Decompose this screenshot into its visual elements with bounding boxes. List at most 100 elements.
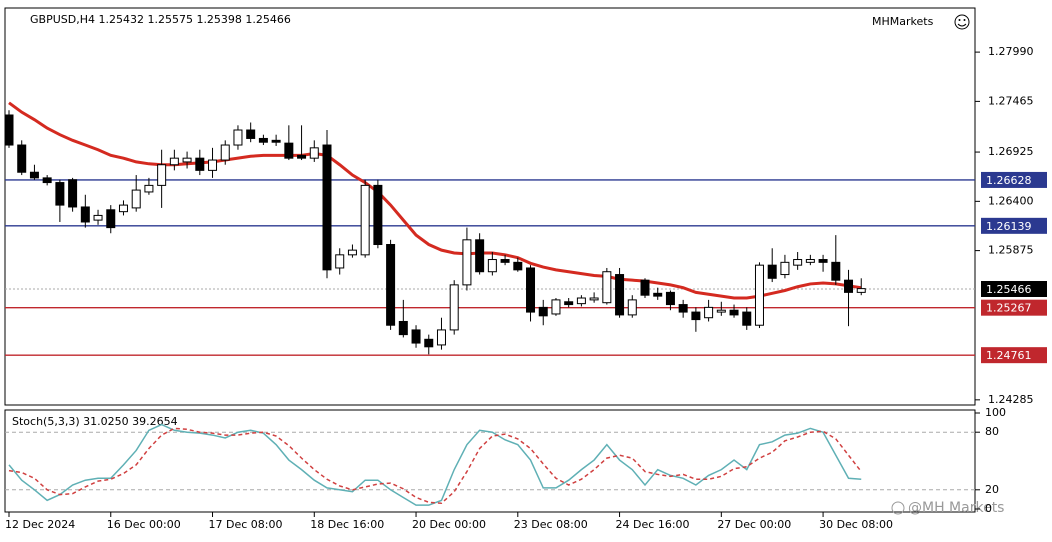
level-box [981, 299, 1047, 316]
candle-body [246, 129, 256, 139]
stoch-title: Stoch(5,3,3) 31.0250 39.2654 [12, 415, 178, 428]
last-price-label: 1.25466 [981, 280, 1047, 297]
level-label: 1.24761 [981, 347, 1047, 364]
level-label: 1.26628 [981, 171, 1047, 188]
candle-body [373, 184, 383, 246]
x-tick-label: 27 Dec 00:00 [717, 518, 791, 531]
candle-body [526, 267, 536, 313]
candle-body [271, 139, 281, 143]
x-tick-label: 23 Dec 08:00 [514, 518, 588, 531]
candle-body [742, 311, 752, 326]
candle-body [233, 129, 243, 146]
candle-body [220, 144, 230, 161]
candle-body [513, 261, 523, 271]
watermark: @MH Markets [908, 500, 1004, 516]
last-price-value: 1.25466 [986, 283, 1032, 296]
x-tick-label: 18 Dec 16:00 [310, 518, 384, 531]
candle-body [462, 239, 472, 286]
candle-body [500, 259, 510, 263]
candle-body [284, 142, 294, 159]
candle-body [716, 309, 726, 313]
candle-body [856, 288, 866, 293]
candle-body [767, 264, 777, 279]
level-value: 1.25267 [986, 302, 1032, 315]
candle-body [347, 249, 357, 256]
y-tick-label: 1.24285 [988, 393, 1034, 406]
candle-body [157, 164, 167, 186]
x-tick-label: 24 Dec 16:00 [616, 518, 690, 531]
candle-body [729, 309, 739, 316]
y-tick-label: 100 [985, 406, 1006, 419]
level-value: 1.26139 [986, 220, 1032, 233]
candle-body [169, 157, 179, 166]
candle-body [475, 239, 485, 273]
candle-body [653, 292, 663, 297]
level-label: 1.25267 [981, 299, 1047, 316]
brand: MHMarkets [872, 15, 934, 28]
candle-body [551, 299, 561, 315]
level-box [981, 217, 1047, 234]
candle-body [131, 189, 141, 209]
moving-average [8, 101, 862, 300]
candle-body [844, 279, 854, 293]
level-value: 1.26628 [986, 174, 1032, 187]
y-tick-label: 1.27990 [988, 45, 1034, 58]
x-tick-label: 20 Dec 00:00 [412, 518, 486, 531]
candle-body [118, 204, 128, 213]
level-value: 1.24761 [986, 349, 1032, 362]
candle-body [589, 297, 599, 301]
candle-body [93, 214, 103, 221]
level-box [981, 171, 1047, 188]
candle-body [309, 147, 319, 159]
watermark-icon [891, 501, 905, 515]
candle-body [754, 264, 764, 326]
candle-body [615, 274, 625, 316]
candle-body [29, 171, 39, 179]
level-label: 1.26139 [981, 217, 1047, 234]
candle-body [704, 306, 714, 319]
candle-body [42, 177, 52, 184]
candle-body [182, 157, 192, 163]
candle-body [564, 301, 574, 306]
candle-body [602, 271, 612, 304]
candle-body [805, 259, 815, 263]
candle-body [538, 306, 548, 317]
candle-body [258, 137, 268, 143]
candle-body [144, 184, 154, 193]
last-price-box [981, 280, 1047, 297]
candle-body [195, 157, 205, 171]
y-tick-label: 1.26400 [988, 194, 1034, 207]
x-tick-label: 16 Dec 00:00 [107, 518, 181, 531]
candle-body [627, 299, 637, 316]
candle-body [436, 329, 446, 346]
candle-body [487, 259, 497, 273]
candle-body [831, 261, 841, 281]
candle-body [208, 159, 218, 171]
candle-body [335, 254, 345, 269]
candle-body [322, 144, 332, 271]
candle-body [297, 154, 307, 159]
candle-body [665, 291, 675, 306]
candle-body [4, 114, 14, 146]
candle-body [386, 244, 396, 326]
candle-body [360, 184, 370, 256]
candle-body [68, 179, 78, 208]
candle-body [411, 329, 421, 344]
y-tick-label: 1.27465 [988, 94, 1034, 107]
candle-body [55, 182, 65, 206]
y-tick-label: 1.25875 [988, 244, 1034, 257]
price-panel [4, 7, 976, 406]
y-tick-label: 1.26925 [988, 145, 1034, 158]
candle-body [691, 311, 701, 321]
x-tick-label: 30 Dec 08:00 [819, 518, 893, 531]
candle-body [106, 209, 116, 229]
y-tick-label: 20 [985, 483, 999, 496]
candle-body [640, 279, 650, 296]
x-tick-label: 12 Dec 2024 [5, 518, 75, 531]
candle-body [398, 320, 408, 336]
y-tick-label: 0 [985, 502, 992, 515]
candle-body [793, 259, 803, 266]
brand-icon [954, 14, 970, 30]
candle-body [449, 284, 459, 331]
